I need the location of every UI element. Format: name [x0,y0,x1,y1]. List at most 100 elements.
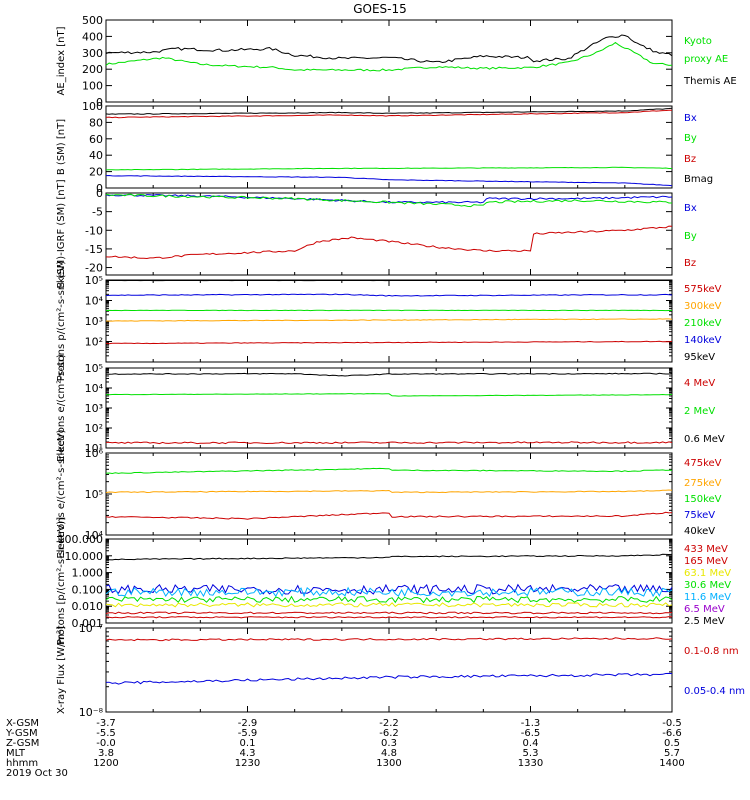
date-label: 2019 Oct 30 [6,768,68,779]
x-row-label: Z-GSM [6,738,39,749]
x-row-value: 0.3 [381,738,397,749]
x-row-value: 0.1 [240,738,256,749]
legend-label: By [684,133,697,144]
y-axis-label: B (SM)-IGRF (SM) [nT] [56,179,67,288]
legend-label: 4 MeV [684,378,715,389]
legend-label: Bmag [684,174,713,185]
x-row-value: -6.6 [662,728,682,739]
x-row-value: 0.4 [523,738,539,749]
y-tick-label: -10 [85,224,103,237]
x-row-value: -5.5 [96,728,116,739]
series-line [105,583,673,596]
y-tick-label: 10¹ [85,442,103,455]
x-row-value: 1330 [518,758,543,769]
y-tick-label: 10.000 [65,550,104,563]
y-tick-label: 0.100 [72,583,104,596]
legend-label: By [684,231,697,242]
series-line [105,602,673,608]
y-tick-label: 100 [82,80,103,93]
legend-label: 11.6 MeV [684,592,731,603]
y-tick-label: 10² [85,336,103,349]
legend-label: proxy AE [684,54,728,65]
x-row-value: 4.8 [381,748,397,759]
y-tick-label: -20 [85,262,103,275]
series-line [106,441,673,445]
x-axis-table: X-GSM -3.7 -2.9 -2.2 -1.3 -0.5 Y-GSM -5.5 -5.9 -6… [5,718,685,779]
x-row-label: Y-GSM [5,728,38,739]
y-tick-label: 0 [96,182,103,195]
legend-label: 300keV [684,301,722,312]
legend-label: 6.5 MeV [684,604,725,615]
y-tick-label: 60 [89,133,103,146]
y-tick-label: 10⁶ [85,447,104,460]
series-line [105,34,673,64]
legend-label: 0.05-0.4 nm [684,686,745,697]
y-tick-label: 1.000 [72,567,104,580]
x-row-value: 5.7 [664,748,680,759]
series-line [105,41,673,72]
legend-label: 2 MeV [684,406,715,417]
x-row-value: -2.9 [238,718,258,729]
legend-label: 165 MeV [684,556,728,567]
panel-frame [105,538,673,624]
series-line [105,595,673,604]
legend-label: 30.6 MeV [684,580,731,591]
panel-6: 10⁴ 10⁵ 10⁶ Electrons e/(cm²-s-sr-keV) 475ke… [56,429,722,558]
legend-label: 150keV [684,494,722,505]
panel-frame [105,19,673,103]
series-line [105,372,673,377]
y-tick-label: -15 [85,243,103,256]
legend-label: 210keV [684,318,722,329]
series-line [105,166,672,171]
legend-label: Bz [684,258,696,269]
legend-label: 275keV [684,478,722,489]
y-axis-label: Protons [p/(cm²-s-sr-keV)] [56,517,67,645]
series-line [105,174,673,187]
legend-label: 0.1-0.8 nm [684,646,739,657]
legend-label: 575keV [684,284,722,295]
legend-label: 140keV [684,335,722,346]
y-tick-label: 20 [89,166,103,179]
x-row-value: -0.5 [662,718,682,729]
panel-4: 10² 10³ 10⁴ 10⁵ Protons p/(cm²-s-sr-keV) 575k… [56,261,722,382]
y-tick-label: 10² [85,422,103,435]
legend-label: Bz [684,154,696,165]
y-tick-label: 300 [82,47,103,60]
series-line [105,340,673,345]
legend-label: Bx [684,113,697,124]
legend-label: Themis AE [683,76,737,87]
x-row-value: -6.2 [379,728,399,739]
panel-7: 0.001 0.010 0.100 1.000 10.000 100.000Protons… [56,517,731,645]
legend-label: 2.5 MeV [684,616,725,627]
series-line [105,107,673,115]
legend-label: 475keV [684,458,722,469]
panel-5: 10¹ 10² 10³ 10⁴ 10⁵ Electrons e/(cm²-s-sr) 4 M… [56,354,725,462]
x-row-value: -1.3 [521,718,541,729]
legend-label: 75keV [684,510,715,521]
panel-frame [105,452,673,536]
panel-3: -20 -15 -10 -5 0 B (SM)-IGRF (SM) [nT] Bx By Bz [56,179,697,288]
y-axis-label: Protons p/(cm²-s-sr-keV) [56,261,67,382]
y-tick-label: 10³ [85,402,103,415]
x-row-value: 3.8 [98,748,114,759]
panel-frame [105,192,673,276]
y-tick-label: 500 [82,14,103,27]
legend-label: Bx [684,203,697,214]
x-row-value: -0.0 [96,738,116,749]
series-line [105,616,673,619]
panel-frame [105,367,673,449]
series-line [105,193,672,208]
y-tick-label: 10³ [85,315,103,328]
y-tick-label: 10⁵ [85,488,103,501]
y-tick-label: 10⁻⁷ [79,622,103,635]
y-axis-label: B (SM) [nT] [56,119,67,175]
series-line [106,553,673,561]
x-row-value: 5.3 [523,748,539,759]
legend-label: 40keV [684,526,715,537]
panel-1: 0 100 200 300 400 500 AE_index [nT] Kyoto proxy … [56,14,737,109]
legend-label: 433 MeV [684,544,728,555]
y-tick-label: 10⁵ [85,362,103,375]
x-row-value: -5.9 [238,728,258,739]
x-row-value: 1200 [93,758,118,769]
